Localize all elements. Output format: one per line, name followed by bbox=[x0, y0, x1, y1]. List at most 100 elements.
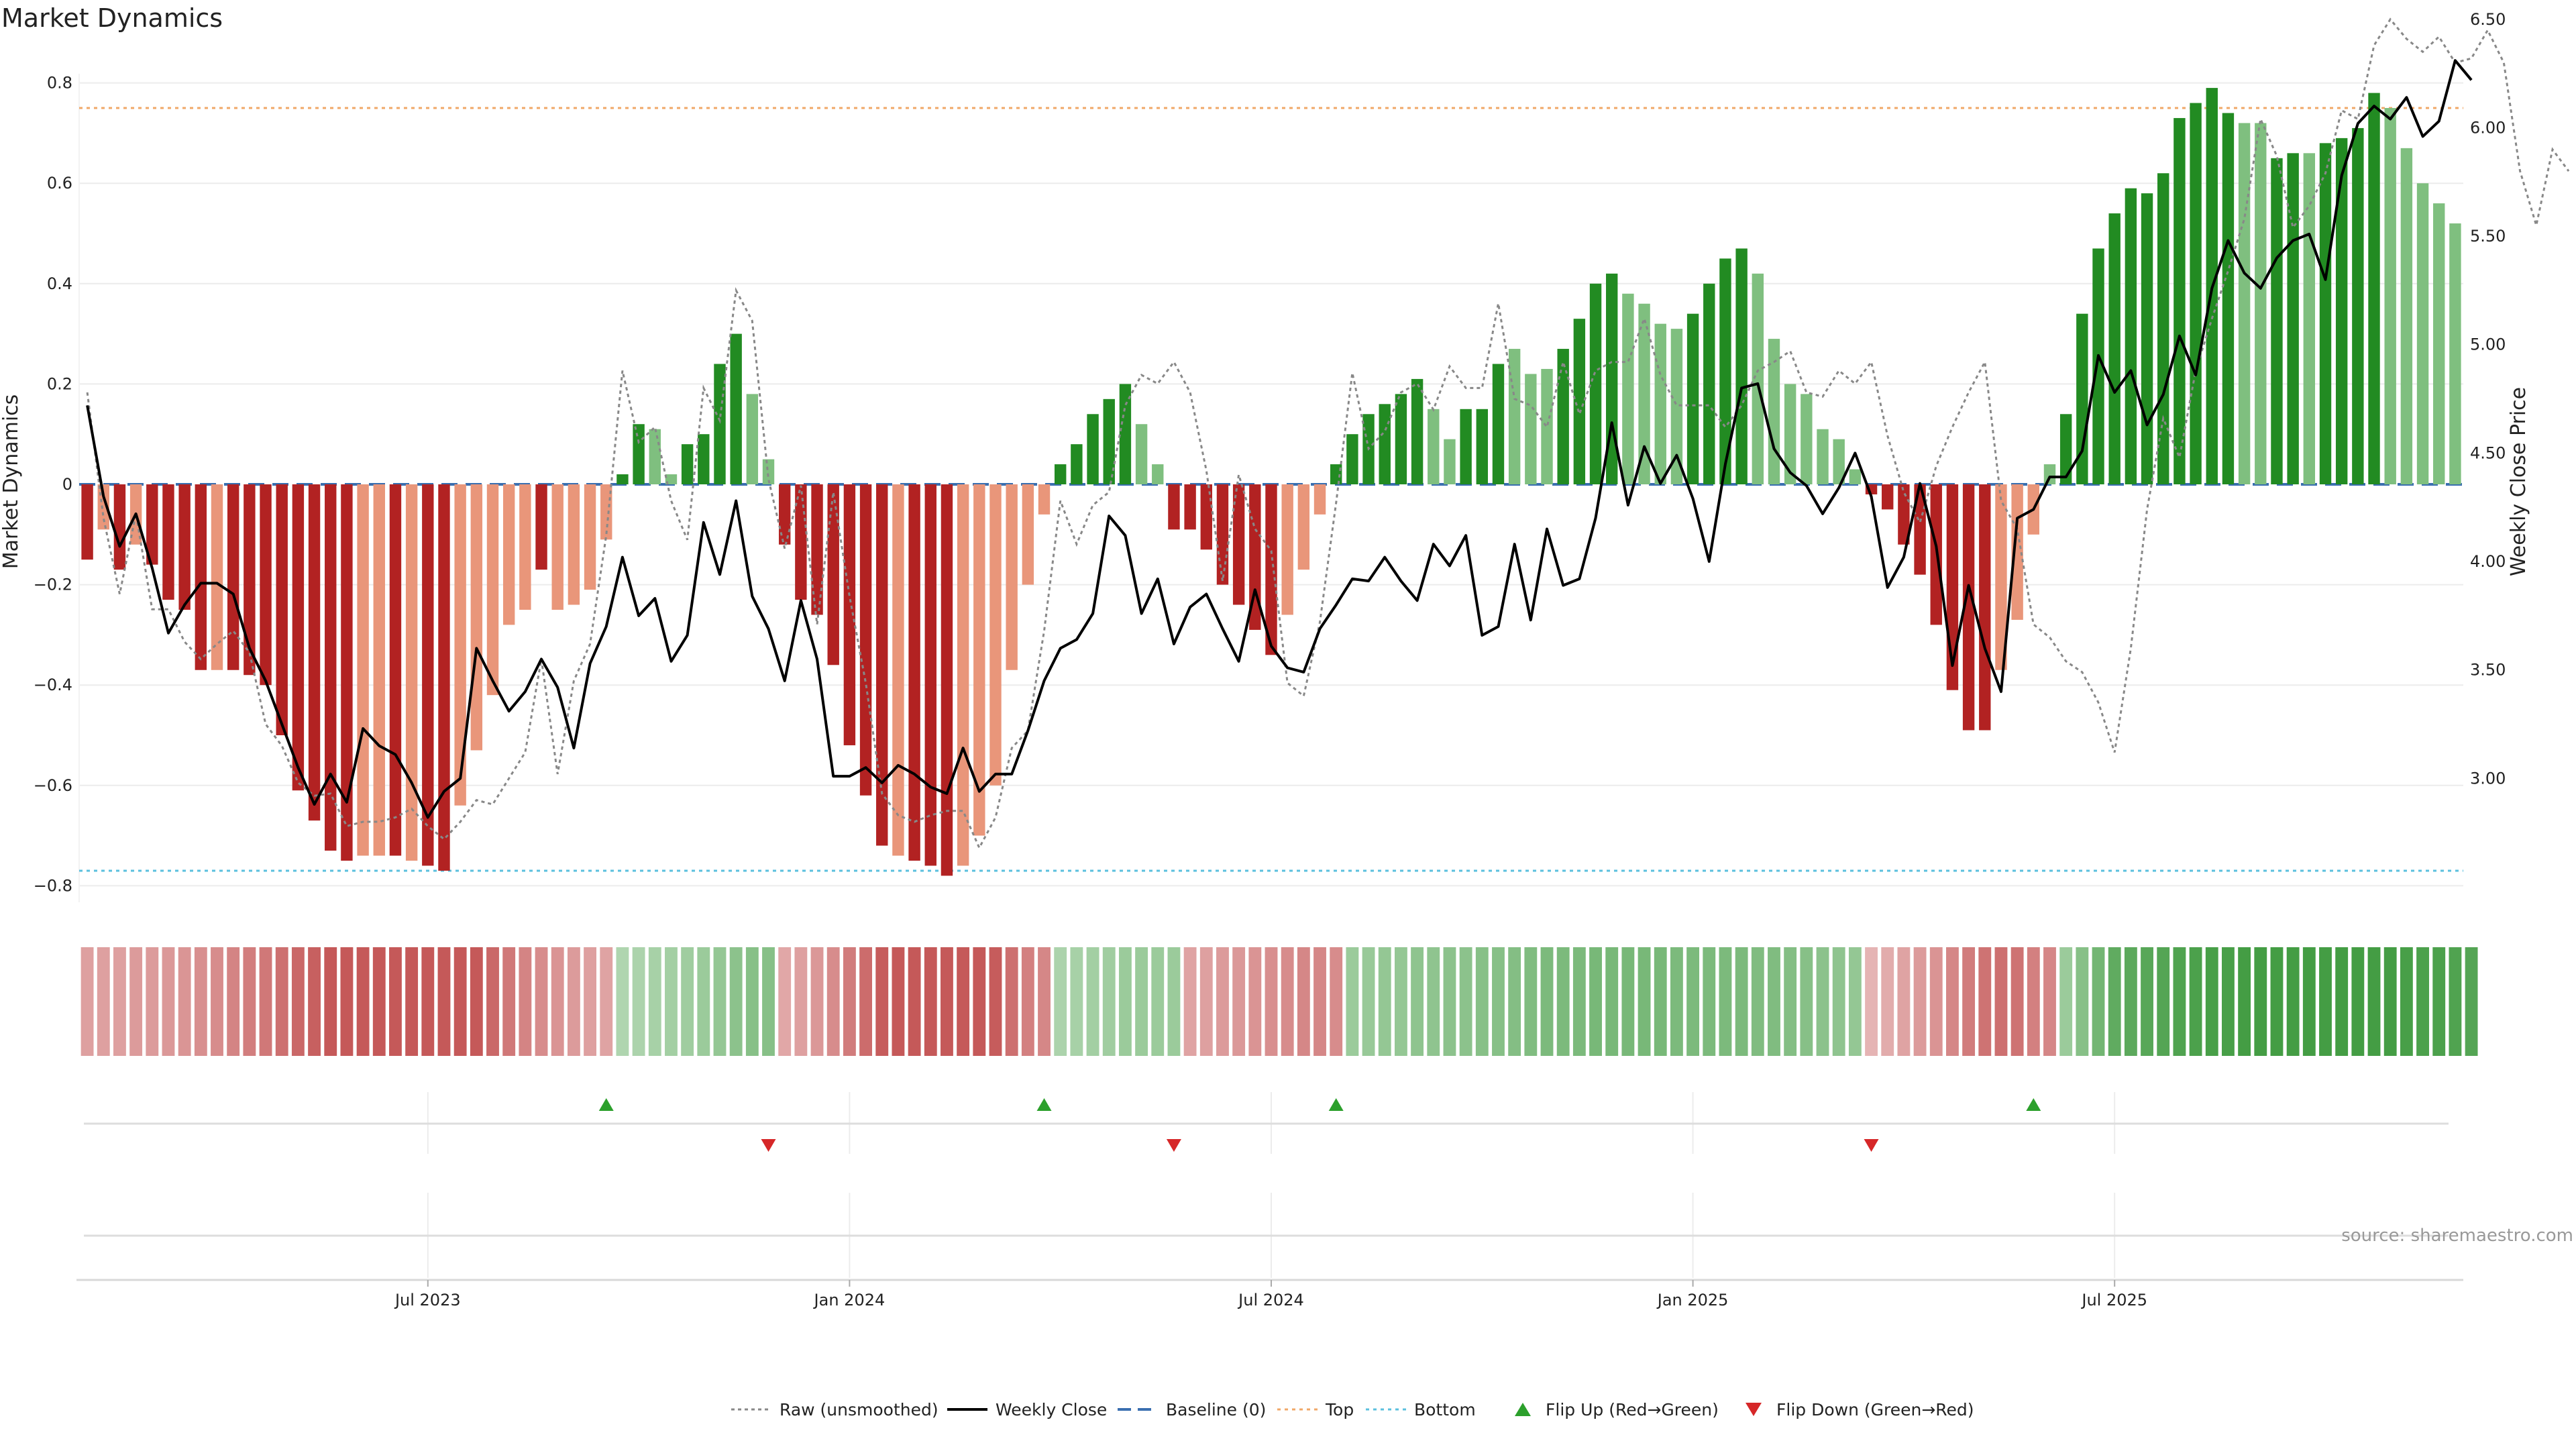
dynamics-bar bbox=[1249, 484, 1261, 630]
dynamics-bar bbox=[1979, 484, 1991, 731]
heatmap-cell bbox=[211, 947, 223, 1056]
dynamics-bar bbox=[535, 484, 547, 570]
heatmap-cell bbox=[486, 947, 499, 1056]
dynamics-bar bbox=[325, 484, 337, 851]
dynamics-bar bbox=[195, 484, 207, 670]
heatmap-cell bbox=[2238, 947, 2251, 1056]
x-tick-label: Jul 2025 bbox=[2080, 1291, 2147, 1309]
heatmap-cell bbox=[1427, 947, 1440, 1056]
dynamics-bar bbox=[405, 484, 418, 861]
heatmap-cell bbox=[129, 947, 143, 1056]
dynamics-bar bbox=[162, 484, 174, 600]
dynamics-bar bbox=[2319, 143, 2332, 485]
dynamics-bar bbox=[2092, 248, 2104, 484]
dynamics-bar bbox=[81, 484, 93, 560]
heatmap-cell bbox=[2270, 947, 2284, 1056]
dynamics-bar bbox=[827, 484, 839, 665]
heatmap-cell bbox=[713, 947, 727, 1056]
heatmap-cell bbox=[2416, 947, 2429, 1056]
heatmap-cell bbox=[1070, 947, 1083, 1056]
heatmap-cell bbox=[989, 947, 1002, 1056]
y2-tick-label: 5.00 bbox=[2470, 335, 2506, 354]
y2-tick-label: 4.50 bbox=[2470, 443, 2506, 462]
heatmap-cell bbox=[875, 947, 889, 1056]
heatmap-cell bbox=[2027, 947, 2040, 1056]
heatmap-cell bbox=[1411, 947, 1424, 1056]
heatmap-cell bbox=[1508, 947, 1521, 1056]
heatmap-cell bbox=[2254, 947, 2267, 1056]
flip-up-marker bbox=[598, 1098, 614, 1111]
dynamics-bar bbox=[1801, 394, 1813, 484]
heatmap-cell bbox=[843, 947, 856, 1056]
source-note: source: sharemaestro.com bbox=[2341, 1226, 2573, 1246]
dynamics-bar bbox=[470, 484, 483, 751]
dynamics-bar bbox=[924, 484, 936, 866]
dynamics-bar bbox=[892, 484, 904, 856]
dynamics-bar bbox=[1265, 484, 1277, 655]
heatmap-cell bbox=[1768, 947, 1780, 1056]
heatmap-cell bbox=[243, 947, 256, 1056]
chart-title: Market Dynamics bbox=[1, 3, 223, 33]
heatmap-cell bbox=[1005, 947, 1018, 1056]
legend-label: Bottom bbox=[1414, 1400, 1476, 1419]
heatmap-cell bbox=[470, 947, 483, 1056]
heatmap-cell bbox=[1605, 947, 1619, 1056]
heatmap-cell bbox=[957, 947, 970, 1056]
heatmap-cell bbox=[2043, 947, 2056, 1056]
dynamics-bar bbox=[1184, 484, 1196, 530]
dynamics-bar bbox=[1898, 484, 1910, 545]
heatmap-cell bbox=[2076, 947, 2089, 1056]
dynamics-bar bbox=[1087, 414, 1099, 484]
heatmap-cell bbox=[1735, 947, 1748, 1056]
dynamics-bar bbox=[1735, 248, 1748, 484]
heatmap-cell bbox=[2108, 947, 2121, 1056]
heatmap-cell bbox=[1897, 947, 1911, 1056]
dynamics-bar bbox=[2076, 313, 2088, 484]
heatmap-cell bbox=[1994, 947, 2008, 1056]
dynamics-bar bbox=[1784, 384, 1796, 484]
dynamics-bar bbox=[227, 484, 239, 670]
dynamics-bar bbox=[1346, 434, 1358, 484]
dynamics-bar bbox=[1135, 424, 1148, 484]
weekly-close-line bbox=[86, 59, 2473, 819]
dynamics-bar bbox=[1719, 258, 1731, 484]
heatmap-cell bbox=[1394, 947, 1407, 1056]
dynamics-bar bbox=[2141, 193, 2153, 484]
y2-tick-label: 3.50 bbox=[2470, 661, 2506, 680]
heatmap-cell bbox=[1459, 947, 1472, 1056]
dynamics-bar bbox=[1460, 409, 1472, 484]
dynamics-bar bbox=[1022, 484, 1034, 585]
y-axis-label: Market Dynamics bbox=[0, 394, 23, 570]
dynamics-bar bbox=[1152, 464, 1164, 484]
dynamics-bar bbox=[2335, 138, 2348, 484]
heatmap-cell bbox=[616, 947, 629, 1056]
heatmap-cell bbox=[1492, 947, 1505, 1056]
y-tick-label: 0.6 bbox=[47, 174, 72, 193]
heatmap-cell bbox=[324, 947, 337, 1056]
heatmap-cell bbox=[1118, 947, 1132, 1056]
dynamics-bar bbox=[454, 484, 466, 806]
dynamics-bar bbox=[519, 484, 531, 610]
dynamics-bar bbox=[2352, 127, 2364, 485]
dynamics-bar bbox=[308, 484, 321, 821]
y-tick-label: −0.6 bbox=[34, 776, 72, 795]
heatmap-cell bbox=[2465, 947, 2478, 1056]
dynamics-bar bbox=[341, 484, 353, 861]
dynamics-bar bbox=[1752, 273, 1764, 484]
dynamics-bar bbox=[1654, 323, 1666, 484]
heatmap-cell bbox=[1978, 947, 1992, 1056]
y2-tick-label: 5.50 bbox=[2470, 227, 2506, 246]
heatmap-cell bbox=[275, 947, 288, 1056]
heatmap-cell bbox=[2157, 947, 2170, 1056]
dynamics-bar bbox=[1525, 374, 1537, 484]
heatmap-cell bbox=[1265, 947, 1278, 1056]
heatmap-cell bbox=[1913, 947, 1927, 1056]
y-tick-label: 0.2 bbox=[47, 374, 72, 393]
dynamics-bar bbox=[292, 484, 305, 791]
heatmap-cell bbox=[1183, 947, 1197, 1056]
dynamics-bar bbox=[908, 484, 920, 861]
dynamics-bar bbox=[616, 474, 629, 484]
heatmap-cell bbox=[1021, 947, 1034, 1056]
dynamics-bar bbox=[178, 484, 191, 610]
dynamics-bar bbox=[859, 484, 872, 796]
